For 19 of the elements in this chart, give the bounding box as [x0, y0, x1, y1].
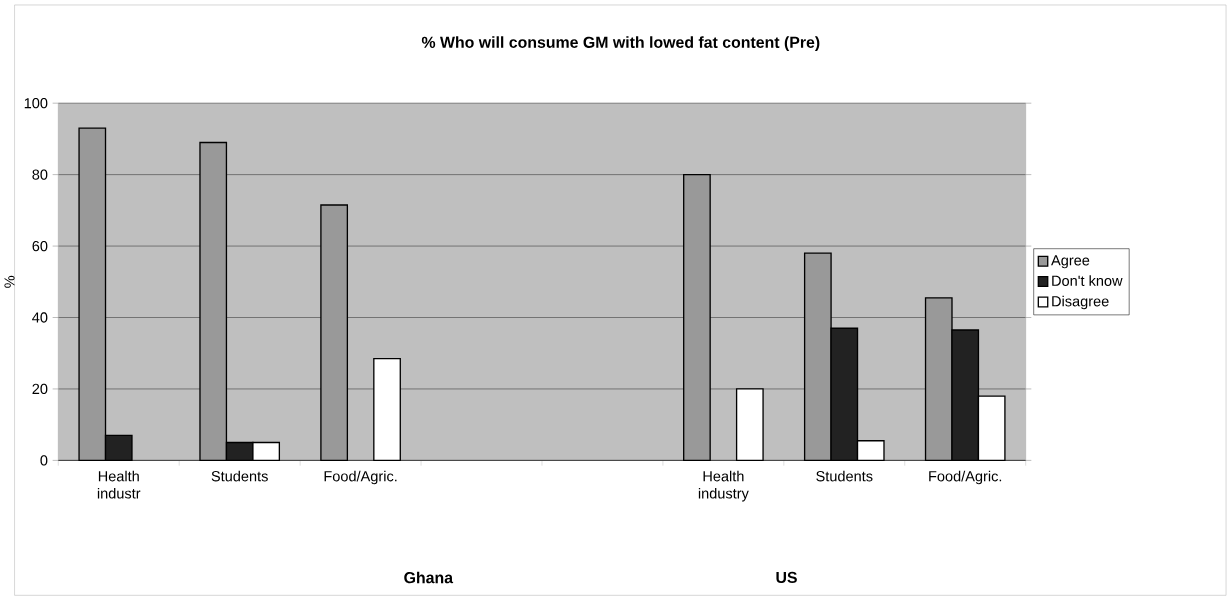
y-tick-label: 60 [32, 240, 48, 252]
legend-label: Don't know [1052, 275, 1123, 286]
legend-label: Disagree [1052, 295, 1109, 310]
text: US [776, 571, 797, 583]
y-tick-label: 80 [32, 169, 48, 180]
x-tick-label: Health industr [97, 470, 141, 499]
text: Ghana [404, 571, 454, 584]
legend-label: Agree [1051, 255, 1090, 269]
x-tick-label: Food/Agric. [929, 470, 1002, 485]
x-tick-label: Health industry [698, 470, 749, 502]
y-tick-label: 0 [40, 455, 48, 466]
x-tick-label: Students [211, 470, 268, 482]
y-tick-label: 20 [32, 383, 48, 394]
y-axis-title: % [4, 275, 15, 288]
chart-title: % Who will consume GM with lowed fat content (Pre) [421, 36, 820, 51]
x-tick-label: Food/Agric. [324, 470, 397, 485]
y-tick-label: 100 [24, 97, 48, 109]
y-tick-label: 40 [32, 312, 48, 323]
x-tick-label: Students [816, 470, 873, 482]
